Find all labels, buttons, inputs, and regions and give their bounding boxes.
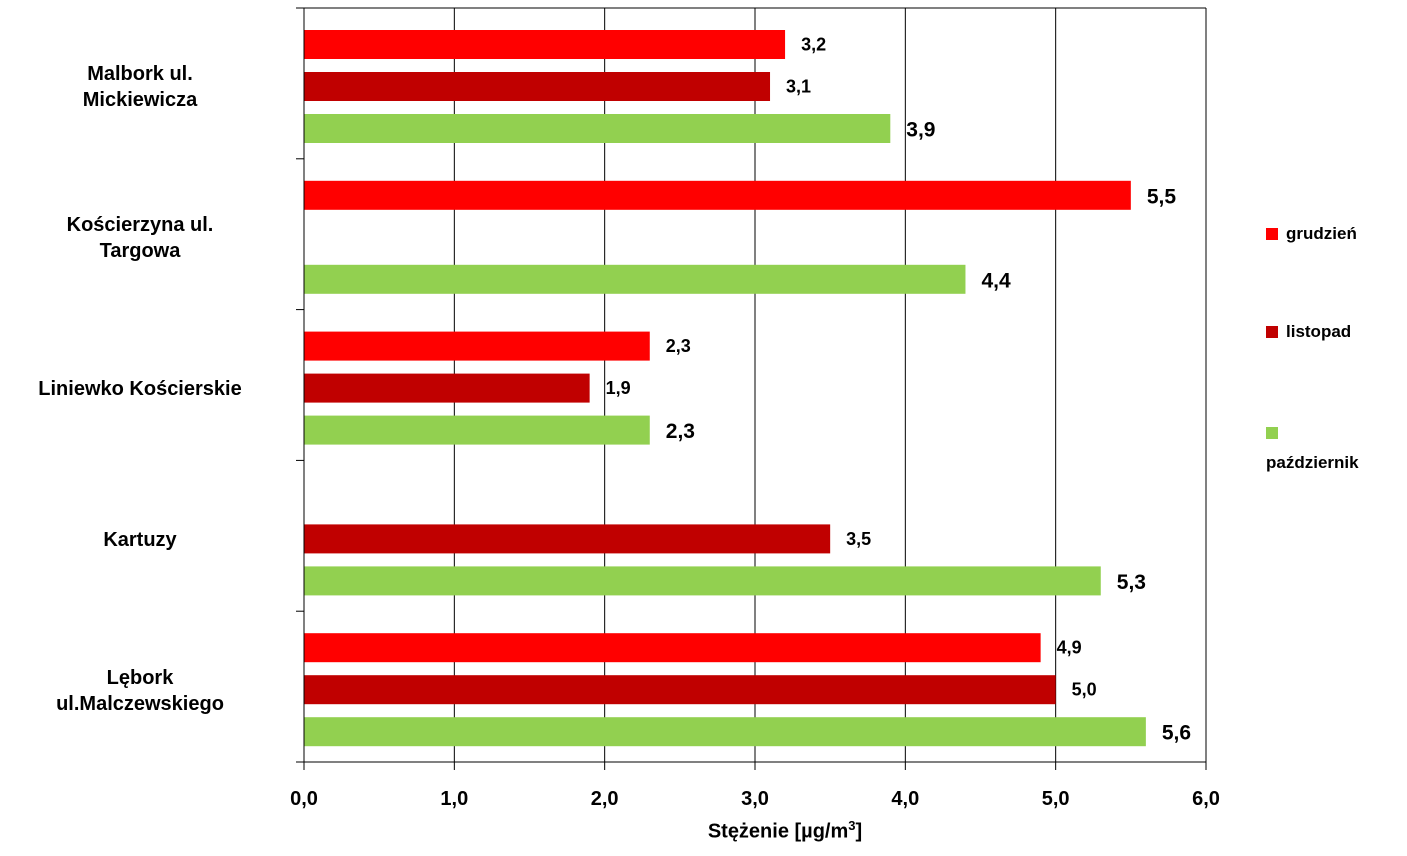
category-label-3: Kartuzy xyxy=(0,527,280,553)
legend-item-listopad: listopad xyxy=(1266,322,1351,342)
category-label-4: Lębork ul.Malczewskiego xyxy=(0,665,280,717)
category-label-line: Mickiewicza xyxy=(82,89,198,112)
bar-grudzień-0 xyxy=(304,30,786,59)
x-tick-label-6: 6,0 xyxy=(1192,788,1220,810)
legend-swatch-listopad xyxy=(1266,326,1278,338)
legend-label-pazdziernik: październik xyxy=(1266,453,1359,472)
bar-październik-1 xyxy=(304,264,966,294)
category-label-0: Malbork ul. Mickiewicza xyxy=(0,61,280,113)
legend-swatch-pazdziernik xyxy=(1266,427,1278,439)
bar-październik-3 xyxy=(304,566,1101,596)
category-label-line: Kartuzy xyxy=(103,528,177,551)
data-label-październik-4: 5,6 xyxy=(1162,722,1191,745)
data-label-grudzień-1: 5,5 xyxy=(1147,185,1177,208)
legend-item-grudzien: grudzień xyxy=(1266,224,1357,244)
category-label-line: Lębork xyxy=(106,666,174,689)
bar-grudzień-4 xyxy=(304,633,1041,663)
bar-listopad-3 xyxy=(304,524,831,554)
data-label-październik-3: 5,3 xyxy=(1117,571,1146,594)
category-label-1: Kościerzyna ul. Targowa xyxy=(0,212,280,264)
x-axis-title-end: ] xyxy=(855,820,863,843)
bar-październik-4 xyxy=(304,717,1146,747)
category-label-line: Liniewko Kościerskie xyxy=(38,378,242,400)
bar-październik-2 xyxy=(304,415,650,445)
bar-grudzień-2 xyxy=(304,331,650,361)
x-axis-title-superscript: 3 xyxy=(848,818,856,833)
x-axis-title: Stężenie [µg/m3] xyxy=(640,818,930,844)
x-tick-label-2: 2,0 xyxy=(591,788,619,810)
category-label-2: Liniewko Kościerskie xyxy=(0,376,280,402)
data-label-grudzień-2: 2,3 xyxy=(666,336,691,356)
data-label-listopad-4: 5,0 xyxy=(1072,680,1097,700)
category-label-line: ul.Malczewskiego xyxy=(56,692,224,715)
x-tick-label-4: 4,0 xyxy=(891,788,919,810)
category-label-line: Malbork ul. xyxy=(87,63,193,86)
data-label-październik-2: 2,3 xyxy=(666,420,695,443)
legend-label-listopad: listopad xyxy=(1286,322,1352,341)
bar-listopad-4 xyxy=(304,675,1056,705)
category-label-line: Targowa xyxy=(99,240,181,263)
x-tick-label-5: 5,0 xyxy=(1042,788,1070,810)
data-label-grudzień-4: 4,9 xyxy=(1057,638,1082,658)
x-axis-title-main: Stężenie [µg/m xyxy=(707,820,849,843)
legend-label-grudzien: grudzień xyxy=(1286,224,1357,243)
x-tick-label-1: 1,0 xyxy=(440,788,468,810)
bar-październik-0 xyxy=(304,114,891,143)
bar-listopad-2 xyxy=(304,373,590,403)
x-tick-label-3: 3,0 xyxy=(741,788,769,810)
data-label-listopad-3: 3,5 xyxy=(846,529,871,549)
data-label-listopad-0: 3,1 xyxy=(786,77,811,97)
x-tick-label-0: 0,0 xyxy=(290,788,318,810)
data-label-październik-1: 4,4 xyxy=(981,269,1011,292)
bar-grudzień-1 xyxy=(304,180,1131,210)
data-label-grudzień-0: 3,2 xyxy=(801,35,826,55)
data-label-listopad-2: 1,9 xyxy=(606,378,631,398)
category-label-line: Kościerzyna ul. xyxy=(66,214,214,237)
legend-item-pazdziernik: październik xyxy=(1266,418,1359,478)
data-label-październik-0: 3,9 xyxy=(906,119,935,142)
legend-swatch-grudzien xyxy=(1266,228,1278,240)
bar-listopad-0 xyxy=(304,72,771,101)
